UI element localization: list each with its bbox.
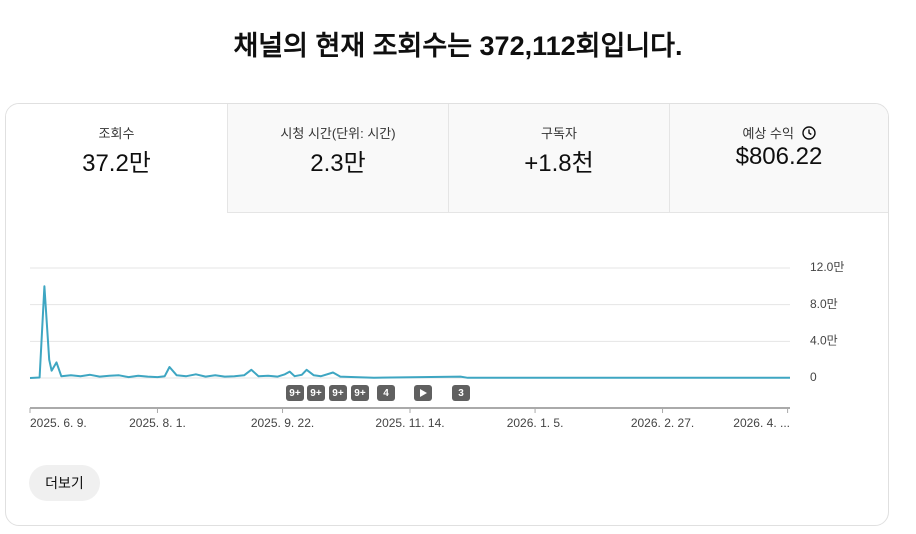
video-badge <box>414 385 432 401</box>
y-tick-label: 4.0만 <box>810 334 838 348</box>
annotation-badge: 9+ <box>351 385 369 401</box>
page-title: 채널의 현재 조회수는 372,112회입니다. <box>233 31 683 61</box>
tab-label: 조회수 <box>98 126 135 141</box>
tab[interactable]: 구독자 +1.8천 <box>448 104 669 213</box>
y-tick-label: 12.0만 <box>810 260 844 274</box>
y-tick-label: 8.0만 <box>810 297 838 311</box>
annotation-badge: 3 <box>452 385 470 401</box>
analytics-card: 조회수 37.2만 시청 시간(단위: 시간) 2.3만 구독자 +1.8천 예… <box>5 103 889 526</box>
badge-label: 9+ <box>289 388 301 399</box>
badge-bg <box>377 385 395 401</box>
badge-bg <box>452 385 470 401</box>
tab-label: 예상 수익 <box>670 123 888 141</box>
x-tick-label: 2025. 8. 1. <box>129 416 186 430</box>
badge-bg <box>307 385 325 401</box>
clock-icon[interactable] <box>801 126 816 140</box>
y-tick-label: 0 <box>810 370 817 384</box>
tab[interactable]: 예상 수익 $806.22 <box>669 104 888 213</box>
tab-value: 2.3만 <box>310 150 366 177</box>
tab-label-text: 예상 수익 <box>742 126 794 141</box>
annotation-badge: 9+ <box>329 385 347 401</box>
x-tick-label: 2026. 2. 27. <box>631 416 694 430</box>
x-tick-label: 2025. 9. 22. <box>251 416 314 430</box>
play-icon <box>420 389 427 397</box>
tab-label: 시청 시간(단위: 시간) <box>280 126 396 141</box>
annotation-badge: 9+ <box>307 385 325 401</box>
badge-label: 9+ <box>332 388 344 399</box>
tab-label: 구독자 <box>541 126 577 141</box>
more-button[interactable]: 더보기 <box>29 465 100 501</box>
tab-value: $806.22 <box>735 143 823 170</box>
badge-bg <box>286 385 304 401</box>
tab-value: 37.2만 <box>82 150 151 177</box>
x-tick-label: 2026. 1. 5. <box>507 416 564 430</box>
x-tick-label: 2026. 4. ... <box>733 416 790 430</box>
tab[interactable]: 조회수 37.2만 <box>6 104 227 213</box>
annotation-badge: 9+ <box>286 385 304 401</box>
badge-label: 4 <box>383 388 389 399</box>
badge-label: 3 <box>458 388 464 399</box>
x-tick-label: 2025. 11. 14. <box>375 416 444 430</box>
badge-bg <box>329 385 347 401</box>
tab-value: +1.8천 <box>524 150 594 177</box>
annotation-badge: 4 <box>377 385 395 401</box>
x-tick-label: 2025. 6. 9. <box>30 416 87 430</box>
badge-label: 9+ <box>354 388 366 399</box>
tab[interactable]: 시청 시간(단위: 시간) 2.3만 <box>227 104 448 213</box>
badge-label: 9+ <box>310 388 322 399</box>
line <box>29 285 790 379</box>
badge-bg <box>351 385 369 401</box>
